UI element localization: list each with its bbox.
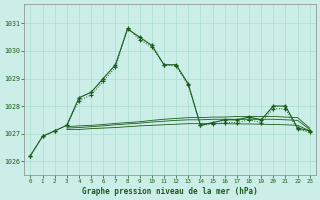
X-axis label: Graphe pression niveau de la mer (hPa): Graphe pression niveau de la mer (hPa)	[82, 187, 258, 196]
